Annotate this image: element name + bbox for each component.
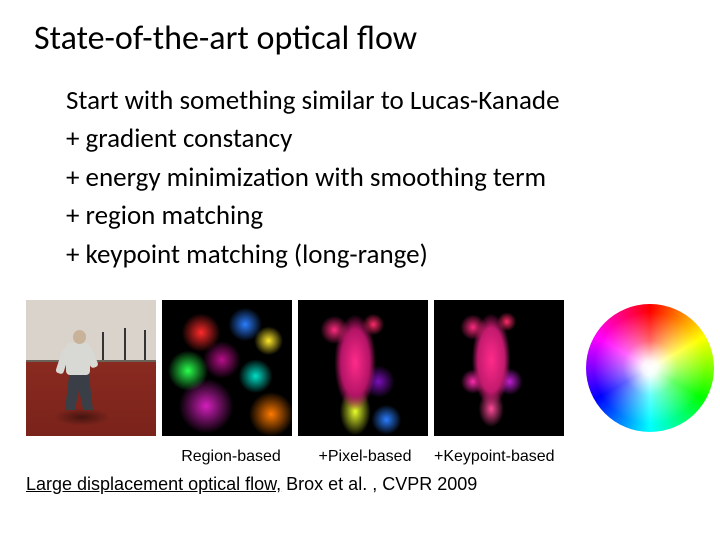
bullet-line: + gradient constancy (66, 121, 688, 157)
person-figure (59, 330, 95, 412)
input-photo-panel (26, 300, 156, 436)
legs (65, 374, 93, 410)
region-flow-panel (162, 300, 292, 436)
slide-title: State-of-the-art optical flow (34, 18, 688, 59)
bullet-line: + keypoint matching (long-range) (66, 237, 688, 273)
citation-rest: Brox et al. , CVPR 2009 (281, 474, 477, 494)
bullet-line: + energy minimization with smoothing ter… (66, 160, 688, 196)
citation-title: Large displacement optical flow, (26, 474, 281, 494)
caption-pixel: +Pixel-based (300, 448, 430, 466)
keypoint-flow-panel (434, 300, 564, 436)
figure-captions: Region-based +Pixel-based +Keypoint-base… (26, 448, 694, 468)
caption-region: Region-based (162, 448, 300, 466)
citation: Large displacement optical flow, Brox et… (26, 474, 477, 495)
tripod (124, 328, 126, 360)
body-text: Start with something similar to Lucas-Ka… (66, 83, 688, 273)
bullet-line: Start with something similar to Lucas-Ka… (66, 83, 688, 119)
bullet-line: + region matching (66, 198, 688, 234)
tripod (144, 330, 146, 360)
slide: State-of-the-art optical flow Start with… (0, 0, 720, 540)
pixel-flow-panel (298, 300, 428, 436)
tripod (102, 332, 104, 360)
flow-color-wheel (586, 304, 714, 432)
figure-row (26, 300, 694, 436)
caption-keypoint: +Keypoint-based (430, 448, 580, 466)
head (73, 330, 86, 344)
